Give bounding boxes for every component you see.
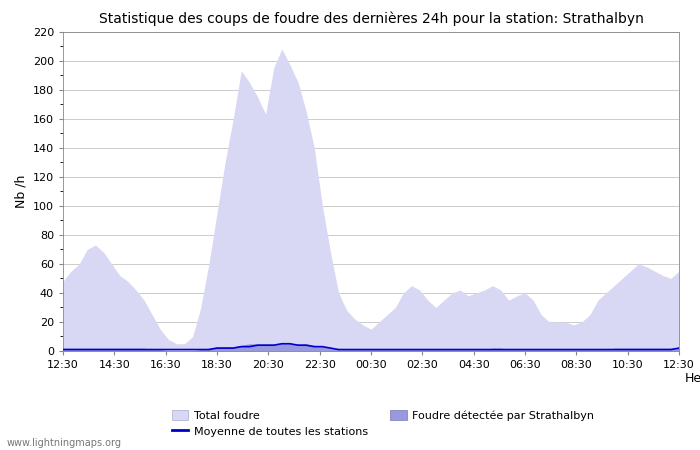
Y-axis label: Nb /h: Nb /h bbox=[14, 175, 27, 208]
Title: Statistique des coups de foudre des dernières 24h pour la station: Strathalbyn: Statistique des coups de foudre des dern… bbox=[99, 12, 643, 26]
Legend: Total foudre, Moyenne de toutes les stations, Foudre détectée par Strathalbyn: Total foudre, Moyenne de toutes les stat… bbox=[167, 405, 598, 441]
Text: Heure: Heure bbox=[685, 372, 700, 385]
Text: www.lightningmaps.org: www.lightningmaps.org bbox=[7, 438, 122, 448]
